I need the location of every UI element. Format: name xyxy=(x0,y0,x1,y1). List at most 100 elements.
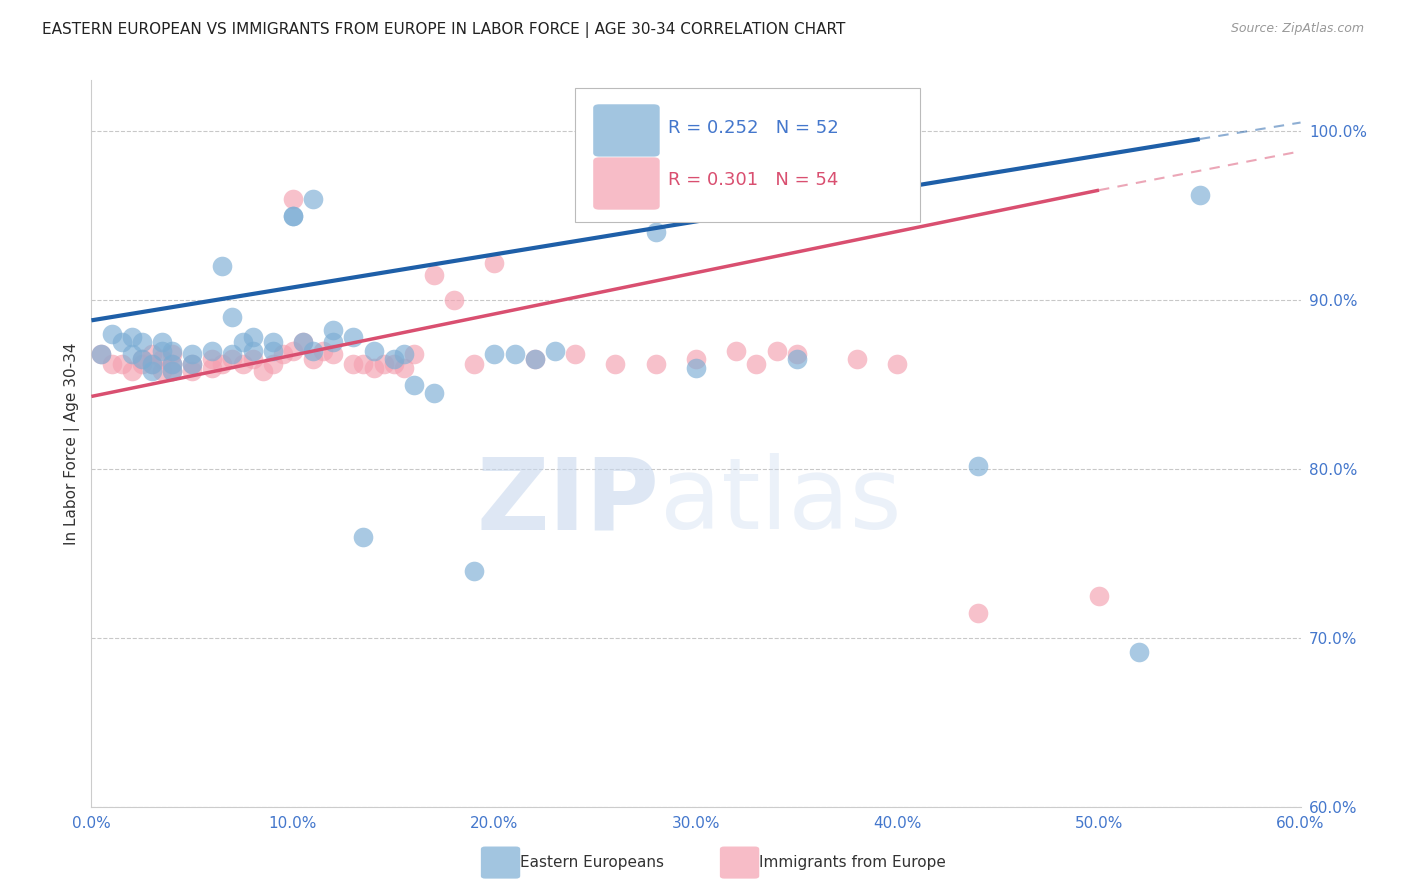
Point xyxy=(786,352,808,367)
Point xyxy=(312,343,335,358)
Point xyxy=(292,335,315,350)
Point xyxy=(262,335,284,350)
Point xyxy=(221,352,243,367)
Point xyxy=(271,347,294,361)
Point xyxy=(150,364,173,378)
Text: ZIP: ZIP xyxy=(477,453,659,550)
Point xyxy=(423,386,446,401)
Point xyxy=(725,343,748,358)
Point xyxy=(484,347,506,361)
Point xyxy=(523,352,546,367)
Point xyxy=(443,293,465,307)
Point xyxy=(141,364,163,378)
Point xyxy=(121,330,143,344)
FancyBboxPatch shape xyxy=(575,87,920,222)
Point xyxy=(825,194,848,209)
Point xyxy=(111,335,132,350)
Point xyxy=(160,357,183,371)
Point xyxy=(141,357,163,371)
Point xyxy=(605,357,627,371)
Point xyxy=(786,347,808,361)
Point xyxy=(352,357,374,371)
Point xyxy=(825,188,848,202)
Point xyxy=(523,352,546,367)
Point xyxy=(160,357,183,371)
Point xyxy=(90,347,112,361)
Point xyxy=(121,347,143,361)
Point xyxy=(100,357,122,371)
Point xyxy=(141,347,163,361)
Text: EASTERN EUROPEAN VS IMMIGRANTS FROM EUROPE IN LABOR FORCE | AGE 30-34 CORRELATIO: EASTERN EUROPEAN VS IMMIGRANTS FROM EURO… xyxy=(42,22,845,38)
Point xyxy=(160,364,183,378)
Point xyxy=(281,343,304,358)
Point xyxy=(463,357,485,371)
Text: atlas: atlas xyxy=(659,453,901,550)
Point xyxy=(242,330,264,344)
Point xyxy=(121,364,143,378)
Text: Immigrants from Europe: Immigrants from Europe xyxy=(759,855,946,870)
Point xyxy=(644,226,666,240)
Point xyxy=(111,357,132,371)
Point xyxy=(382,352,405,367)
Point xyxy=(363,343,385,358)
Point xyxy=(1088,589,1111,603)
Point xyxy=(302,192,325,206)
Point xyxy=(352,530,374,544)
Point xyxy=(131,352,153,367)
Point xyxy=(211,357,233,371)
Point xyxy=(402,377,425,392)
Point xyxy=(181,347,204,361)
Point xyxy=(131,335,153,350)
Point xyxy=(221,347,243,361)
Point xyxy=(100,326,122,341)
FancyBboxPatch shape xyxy=(593,157,659,210)
Point xyxy=(281,209,304,223)
Point xyxy=(181,357,204,371)
Point xyxy=(685,352,707,367)
Point xyxy=(150,352,173,367)
Point xyxy=(484,256,506,270)
Point xyxy=(181,364,204,378)
Point xyxy=(302,352,325,367)
Point xyxy=(201,343,224,358)
Point xyxy=(402,347,425,361)
Point xyxy=(322,335,344,350)
Point xyxy=(423,268,446,282)
Point xyxy=(967,606,990,620)
Text: Source: ZipAtlas.com: Source: ZipAtlas.com xyxy=(1230,22,1364,36)
Point xyxy=(745,357,768,371)
Point xyxy=(231,357,253,371)
Point xyxy=(1128,645,1150,659)
Point xyxy=(262,343,284,358)
Point xyxy=(242,343,264,358)
Point xyxy=(242,352,264,367)
Point xyxy=(373,357,395,371)
Text: R = 0.301   N = 54: R = 0.301 N = 54 xyxy=(668,171,838,189)
Point xyxy=(886,357,908,371)
Point xyxy=(463,564,485,578)
Point xyxy=(281,209,304,223)
Point xyxy=(201,352,224,367)
Point xyxy=(392,347,415,361)
Point xyxy=(322,347,344,361)
Point xyxy=(211,259,233,273)
Point xyxy=(281,192,304,206)
Point xyxy=(363,360,385,375)
Point xyxy=(685,360,707,375)
Point xyxy=(846,352,869,367)
Point xyxy=(382,357,405,371)
Text: R = 0.252   N = 52: R = 0.252 N = 52 xyxy=(668,119,839,136)
Point xyxy=(160,364,183,378)
Point xyxy=(342,330,364,344)
Point xyxy=(141,357,163,371)
Point xyxy=(544,343,567,358)
Point xyxy=(150,335,173,350)
Point xyxy=(231,335,253,350)
Point xyxy=(131,357,153,371)
Point xyxy=(262,357,284,371)
Point xyxy=(392,360,415,375)
Point xyxy=(160,347,183,361)
FancyBboxPatch shape xyxy=(593,104,659,157)
Y-axis label: In Labor Force | Age 30-34: In Labor Force | Age 30-34 xyxy=(65,343,80,545)
Point xyxy=(201,360,224,375)
